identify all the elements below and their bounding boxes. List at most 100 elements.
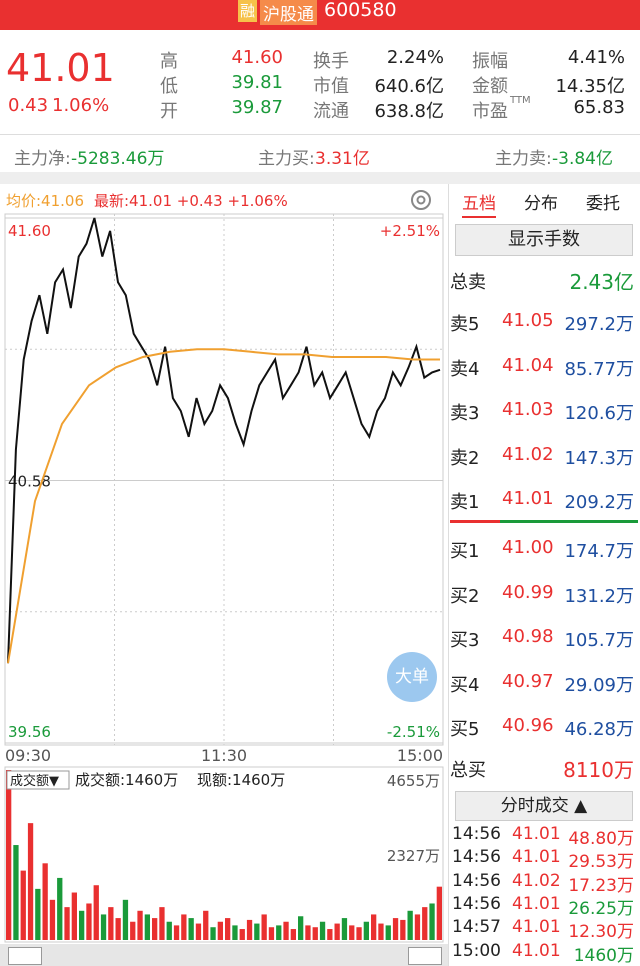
level-price: 40.99 (502, 581, 554, 603)
volume-bar (327, 929, 333, 940)
trade-volume: 12.30万 (568, 922, 634, 943)
avg-price: 均价:41.06 (6, 192, 84, 210)
scrollbar[interactable] (0, 944, 448, 966)
volume-bar (181, 914, 187, 940)
settings-icon[interactable] (407, 186, 435, 214)
cell-label: 流通 (313, 101, 349, 122)
level-volume: 131.2万 (564, 585, 634, 607)
volume-bar (130, 921, 136, 940)
volume-bar (246, 919, 253, 940)
trade-price: 41.01 (512, 847, 561, 868)
volume-bar (356, 927, 362, 940)
level-volume: 85.77万 (564, 358, 634, 380)
trade-volume: 26.25万 (568, 898, 634, 919)
volume-bar (159, 907, 165, 940)
volume-bar (422, 907, 428, 940)
volume-bar (349, 925, 355, 940)
flow-label: 主力净: (14, 149, 71, 169)
volume-bar (261, 914, 267, 940)
volume-bar (35, 888, 41, 940)
level-label: 买1 (450, 541, 480, 562)
level-label: 买4 (450, 674, 480, 696)
tab[interactable]: 委托 (586, 194, 620, 214)
flow-value: 3.31亿 (315, 149, 370, 169)
current-amount: 现额:1460万 (197, 771, 285, 789)
total-sell-label: 总卖 (450, 272, 486, 293)
volume-bar (276, 925, 282, 940)
cell-value: 41.60 (231, 47, 283, 68)
dropdown (6, 770, 70, 790)
cell-value: 65.83 (573, 97, 625, 118)
volume-bar (210, 927, 216, 940)
trades-button[interactable]: 分时成交 ▲ (455, 791, 633, 821)
x-tick-label: 15:00 (397, 746, 443, 765)
volume-bar (64, 907, 70, 940)
cell-label: 金额 (472, 76, 508, 97)
volume-bar (6, 770, 12, 940)
level-volume: 105.7万 (564, 630, 634, 651)
cell-label: 开 (160, 101, 178, 122)
volume-bar (137, 910, 143, 940)
level-price: 40.98 (502, 626, 554, 647)
tab[interactable]: 分布 (524, 194, 558, 214)
y-tick-label: 4655万 (387, 772, 440, 790)
price-line (7, 348, 440, 664)
volume-bar (27, 823, 34, 940)
volume-bar (71, 892, 77, 940)
level-label: 卖1 (450, 492, 480, 513)
trade-time: 14:56 (452, 893, 501, 914)
level-label: 卖5 (450, 314, 480, 335)
level-label: 卖4 (450, 358, 480, 380)
divider (500, 520, 638, 523)
volume-bar (429, 903, 435, 940)
level-volume: 297.2万 (564, 314, 634, 335)
volume-bar (195, 923, 202, 940)
level-price: 41.02 (502, 443, 554, 465)
flow-value: -3.84亿 (552, 149, 613, 169)
level-label: 卖3 (450, 403, 480, 424)
volume-bar (414, 914, 421, 940)
cell-value: 638.8亿 (374, 101, 444, 122)
flow-label: 主力买: (258, 149, 315, 169)
total-sell-value: 2.43亿 (569, 270, 634, 294)
tab[interactable]: 五档 (462, 189, 496, 218)
volume-bar (217, 921, 223, 940)
volume-bar (93, 885, 99, 940)
volume-bar (254, 923, 260, 940)
volume-bar (152, 918, 158, 940)
volume-bar (232, 925, 238, 940)
volume-bar (319, 921, 326, 940)
volume-bar (203, 910, 209, 940)
volume-bar (42, 863, 48, 940)
volume-bar (385, 925, 391, 940)
volume-bar (334, 923, 340, 940)
volume-bar (371, 914, 377, 940)
trade-volume: 48.80万 (568, 829, 634, 849)
level-volume: 147.3万 (564, 447, 634, 469)
trade-time: 14:56 (452, 824, 501, 844)
cell-label: 市盈 (472, 101, 508, 122)
volume-bar (188, 918, 194, 940)
cell-value: 640.6亿 (374, 76, 444, 97)
trade-volume: 29.53万 (568, 852, 634, 873)
level-label: 买5 (450, 719, 480, 740)
trade-volume: 17.23万 (568, 875, 634, 896)
cell-value: 39.87 (231, 97, 283, 118)
trade-time: 14:57 (452, 917, 501, 938)
big-order-button[interactable]: 大单 (387, 652, 437, 702)
flow-value: -5283.46万 (71, 149, 165, 169)
y2-tick-label: -2.51% (387, 723, 440, 741)
level-label: 买2 (450, 585, 480, 607)
divider (450, 520, 500, 523)
volume-bar (173, 925, 180, 940)
toggle-button[interactable]: 显示手数 (455, 224, 633, 256)
price: 41.01 (6, 46, 115, 90)
level-volume: 120.6万 (564, 403, 634, 424)
volume-bar (436, 886, 442, 940)
volume-bar (298, 916, 304, 940)
level-label: 卖2 (450, 447, 480, 469)
volume-bar (290, 929, 296, 940)
level-price: 40.96 (502, 715, 554, 736)
